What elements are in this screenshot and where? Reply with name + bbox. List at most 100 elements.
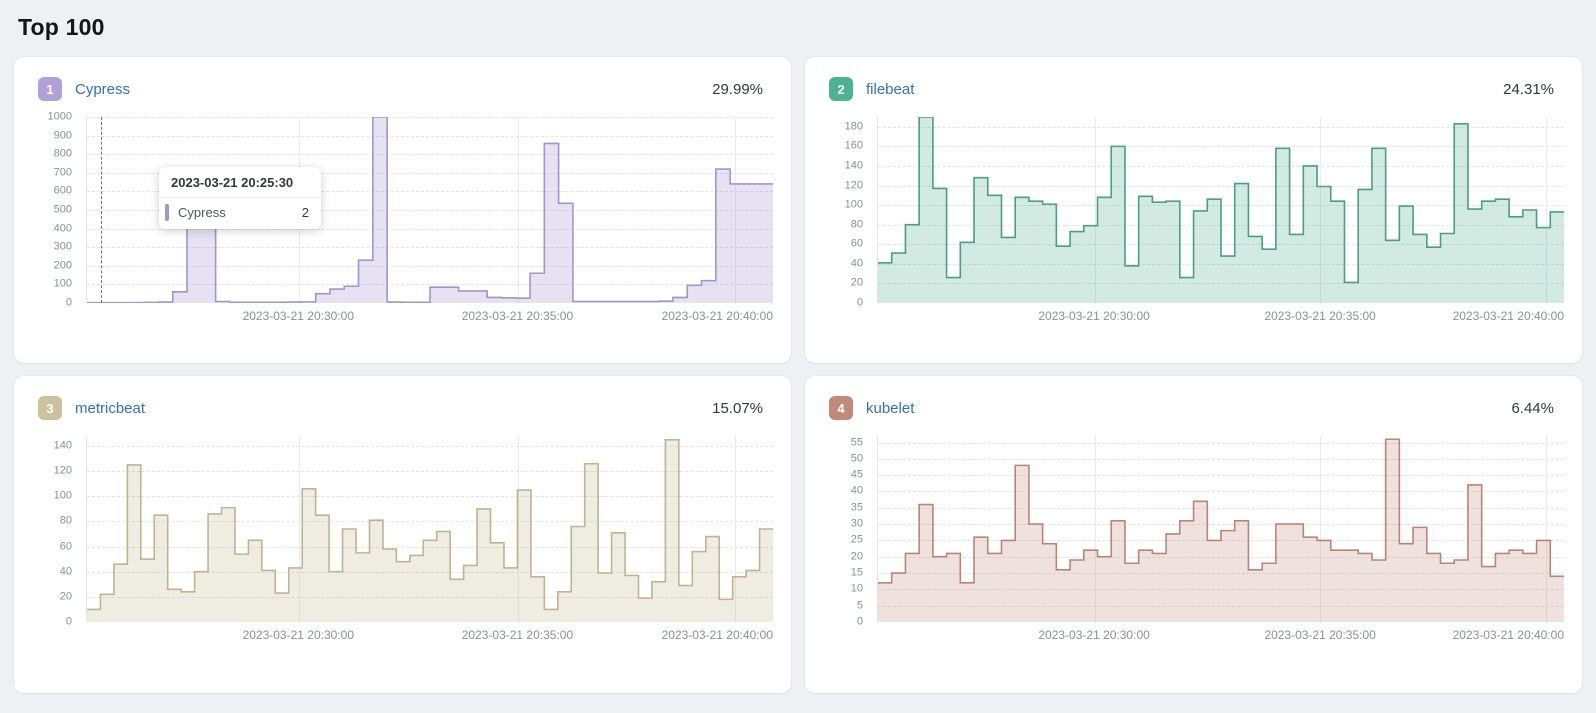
v-gridline	[735, 436, 737, 622]
h-gridline	[87, 496, 773, 498]
y-tick-label: 40	[59, 565, 72, 578]
plot-area[interactable]	[877, 436, 1564, 622]
y-tick-label: 120	[53, 464, 72, 477]
chart-tooltip: 2023-03-21 20:25:30 Cypress 2	[159, 167, 322, 230]
h-gridline	[878, 573, 1564, 575]
y-tick-label: 5	[856, 599, 863, 612]
y-tick-label: 700	[53, 166, 72, 179]
plot-area[interactable]	[86, 436, 773, 622]
x-tick-label: 2023-03-21 20:35:00	[461, 628, 574, 642]
x-tick-label: 2023-03-21 20:30:00	[242, 628, 354, 642]
series-line	[878, 117, 1564, 282]
h-gridline	[87, 284, 773, 286]
h-gridline	[87, 154, 773, 156]
area-fill	[878, 439, 1564, 622]
y-tick-label: 900	[53, 129, 72, 142]
h-gridline	[878, 165, 1564, 167]
y-tick-label: 200	[53, 259, 72, 272]
top-item-card-filebeat: 2 filebeat 24.31% 0 20 40 60 80 100 120 140 160 1…	[805, 57, 1582, 363]
h-gridline	[87, 117, 773, 118]
y-tick-label: 400	[53, 222, 72, 235]
plot-area[interactable]	[877, 117, 1564, 303]
y-tick-label: 600	[53, 184, 72, 197]
h-gridline	[87, 546, 773, 548]
y-tick-label: 120	[844, 179, 863, 192]
x-axis: 2023-03-21 20:30:00 2023-03-21 20:35:00 20…	[86, 628, 773, 644]
v-gridline	[1094, 117, 1096, 303]
h-gridline	[87, 191, 773, 193]
y-tick-label: 10	[850, 582, 863, 595]
y-tick-label: 25	[850, 533, 863, 546]
x-tick-label: 2023-03-21 20:30:00	[1038, 628, 1150, 642]
x-axis: 2023-03-21 20:30:00 2023-03-21 20:35:00 20…	[86, 309, 773, 325]
y-tick-label: 20	[59, 590, 72, 603]
v-gridline	[1320, 117, 1322, 303]
y-tick-label: 30	[850, 517, 863, 530]
h-gridline	[878, 475, 1564, 477]
y-tick-label: 140	[53, 439, 72, 452]
h-gridline	[878, 491, 1564, 493]
card-header: 4 kubelet 6.44%	[829, 396, 1566, 420]
plot-area[interactable]: 2023-03-21 20:25:30 Cypress 2	[86, 117, 773, 303]
series-link[interactable]: filebeat	[866, 80, 915, 98]
x-tick-label: 2023-03-21 20:35:00	[1264, 309, 1376, 323]
v-gridline	[1320, 436, 1322, 622]
area-fill	[87, 439, 773, 622]
h-gridline	[878, 185, 1564, 187]
h-gridline	[87, 172, 773, 174]
v-gridline	[1094, 436, 1096, 622]
y-tick-label: 80	[850, 218, 863, 231]
y-axis: 0 20 40 60 80 100 120 140	[38, 436, 80, 627]
h-gridline	[878, 458, 1564, 460]
h-gridline	[87, 471, 773, 473]
y-tick-label: 160	[844, 139, 863, 152]
area-fill	[87, 117, 773, 303]
h-gridline	[87, 228, 773, 230]
tooltip-timestamp: 2023-03-21 20:25:30	[159, 167, 322, 199]
chart: 0 100 200 300 400 500 600 700 800 900 1000 2023-03…	[38, 111, 775, 342]
chart: 0 20 40 60 80 100 120 140 2023-03-21 20:30:00 20…	[38, 436, 775, 661]
rank-badge: 4	[829, 396, 853, 420]
y-tick-label: 100	[844, 198, 863, 211]
y-tick-label: 0	[856, 296, 863, 309]
y-axis: 0 5 10 15 20 25 30 35 40 45 50 55	[829, 436, 871, 627]
x-axis: 2023-03-21 20:30:00 2023-03-21 20:35:00 20…	[877, 628, 1564, 644]
y-tick-label: 100	[53, 277, 72, 290]
series-link[interactable]: Cypress	[75, 80, 131, 98]
series-link[interactable]: kubelet	[866, 399, 915, 417]
rank-badge: 1	[38, 77, 62, 101]
h-gridline	[878, 146, 1564, 148]
y-tick-label: 100	[53, 489, 72, 502]
x-tick-label: 2023-03-21 20:40:00	[661, 628, 773, 642]
v-gridline	[735, 117, 737, 303]
percent-value: 15.07%	[712, 399, 763, 417]
x-tick-label: 2023-03-21 20:40:00	[661, 309, 773, 323]
rank-badge: 2	[829, 77, 853, 101]
h-gridline	[878, 589, 1564, 591]
cards-grid: 1 Cypress 29.99% 0 100 200 300 400 500 600 700 8…	[14, 57, 1582, 693]
y-tick-label: 35	[850, 501, 863, 514]
y-tick-label: 20	[850, 550, 863, 563]
y-tick-label: 60	[850, 237, 863, 250]
y-tick-label: 40	[850, 257, 863, 270]
y-tick-label: 180	[844, 120, 863, 133]
x-tick-label: 2023-03-21 20:40:00	[1452, 628, 1564, 642]
card-header: 3 metricbeat 15.07%	[38, 396, 775, 420]
series-link[interactable]: metricbeat	[75, 399, 146, 417]
y-tick-label: 800	[53, 147, 72, 160]
h-gridline	[87, 247, 773, 249]
h-gridline	[878, 283, 1564, 285]
v-gridline	[1546, 117, 1548, 303]
y-tick-label: 20	[850, 276, 863, 289]
percent-value: 24.31%	[1503, 80, 1554, 98]
y-tick-label: 15	[850, 566, 863, 579]
y-tick-label: 1000	[47, 110, 72, 123]
y-tick-label: 45	[850, 468, 863, 481]
y-tick-label: 0	[65, 296, 72, 309]
tooltip-series-marker	[165, 204, 170, 222]
y-tick-label: 140	[844, 159, 863, 172]
top-item-card-metricbeat: 3 metricbeat 15.07% 0 20 40 60 80 100 120 140 2…	[14, 376, 791, 693]
hover-cursor-line	[100, 117, 102, 303]
h-gridline	[87, 210, 773, 211]
x-tick-label: 2023-03-21 20:30:00	[242, 309, 354, 323]
